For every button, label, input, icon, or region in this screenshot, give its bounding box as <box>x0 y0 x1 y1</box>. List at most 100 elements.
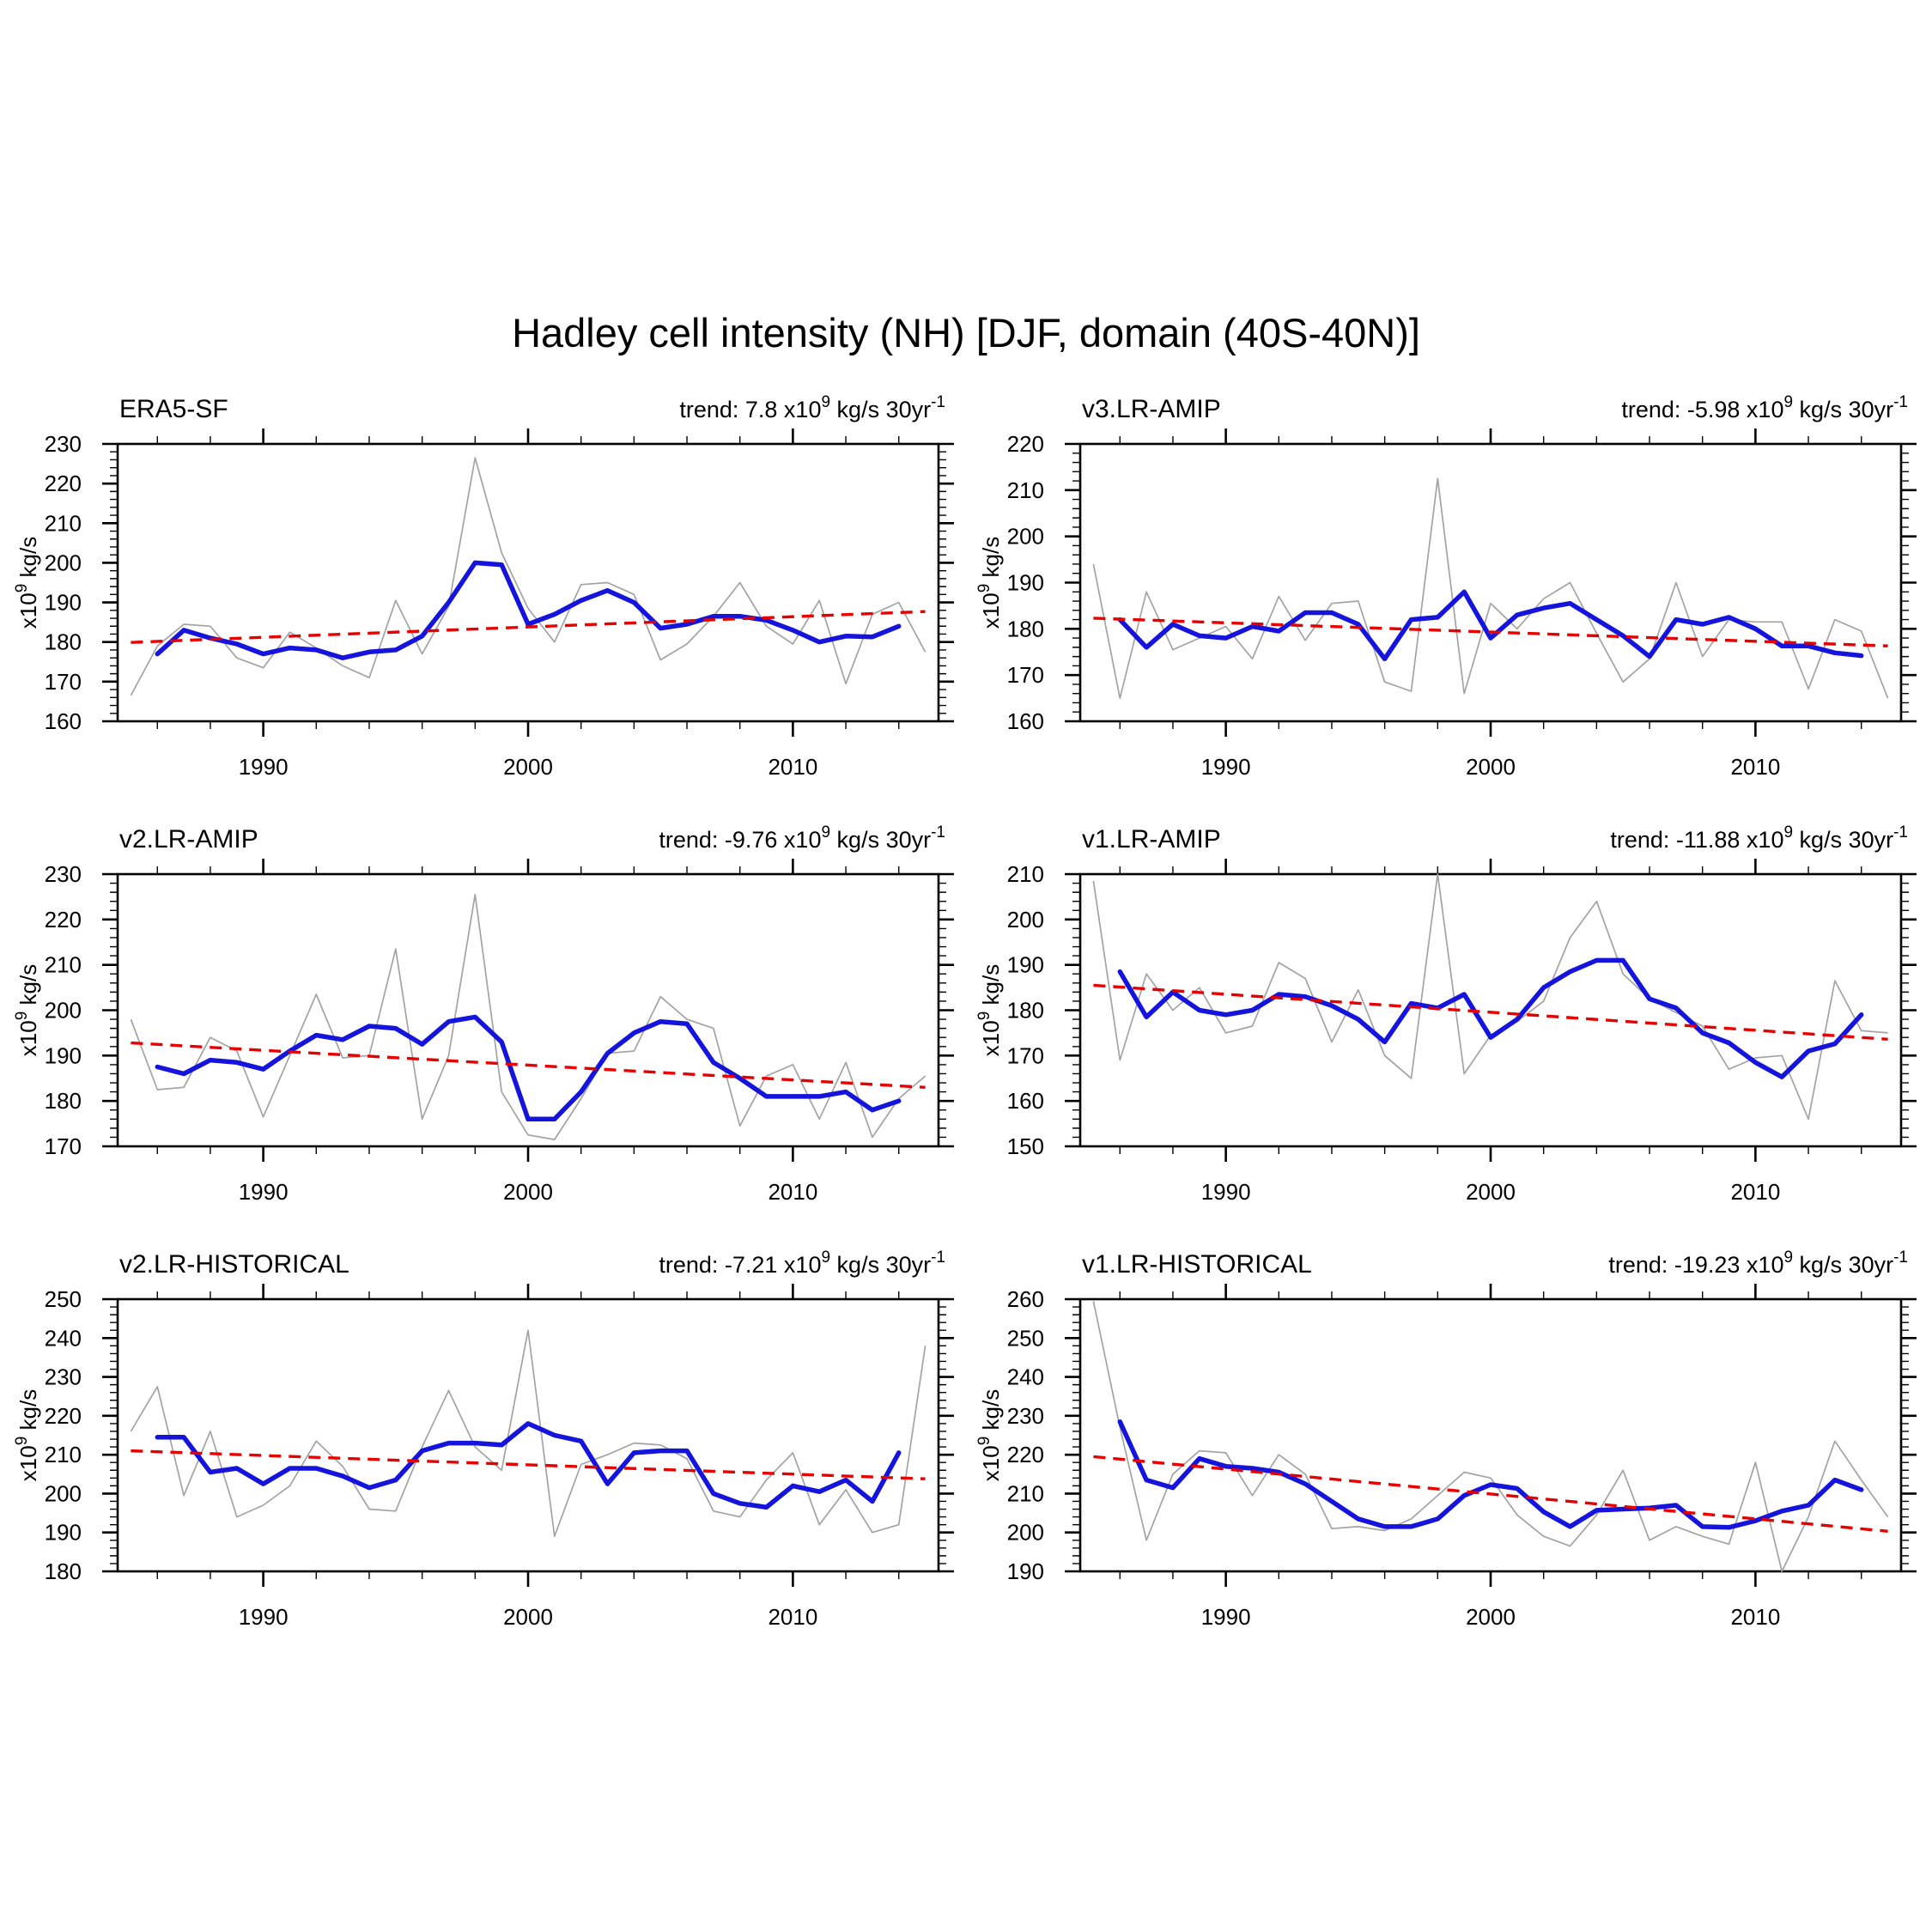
minor-ticks <box>110 436 946 729</box>
y-tick-label: 220 <box>1007 431 1044 457</box>
smoothed-series-line <box>155 1014 902 1122</box>
y-tick-label: 200 <box>1007 524 1044 550</box>
major-ticks <box>102 1284 954 1587</box>
y-tick-label: 170 <box>1007 662 1044 688</box>
major-ticks <box>1065 859 1917 1162</box>
chart-panel-v2-lr-amip: 170 180 190 200 210 220 230 1990 2000 2010 x109 kg… <box>13 823 954 1205</box>
y-axis-label: x109 kg/s <box>13 964 41 1056</box>
panel-title: v1.LR-AMIP <box>1082 825 1221 854</box>
major-ticks <box>1065 428 1917 737</box>
y-tick-label: 150 <box>1007 1133 1044 1159</box>
annual-series-line <box>1092 477 1889 699</box>
y-tick-label: 180 <box>45 629 82 655</box>
smoothed-series-line <box>1117 589 1864 662</box>
chart-panel-v3-lr-amip: 160 170 180 190 200 210 220 1990 2000 2010 x109 kg… <box>975 393 1917 780</box>
y-axis-label: x109 kg/s <box>13 1389 41 1481</box>
y-tick-label: 240 <box>1007 1364 1044 1390</box>
y-tick-label: 220 <box>45 907 82 933</box>
y-tick-label: 200 <box>45 998 82 1024</box>
x-tick-label: 2010 <box>768 754 817 780</box>
y-tick-label: 220 <box>45 1403 82 1429</box>
trend-label: trend: -11.88 x109 kg/s 30yr-1 <box>1610 823 1908 853</box>
chart-panel-v1-lr-historical: 190 200 210 220 230 240 250 260 1990 2000 2010 x109… <box>975 1249 1917 1630</box>
x-tick-label: 1990 <box>239 1179 289 1205</box>
chart-panel-era5-sf: 160 170 180 190 200 210 220 230 1990 2000 2010 x109… <box>13 393 954 780</box>
y-tick-label: 170 <box>1007 1042 1044 1068</box>
y-tick-label: 190 <box>45 1520 82 1546</box>
y-tick-label: 230 <box>45 861 82 887</box>
y-axis-label: x109 kg/s <box>975 964 1004 1056</box>
x-tick-label: 2000 <box>1466 1604 1516 1630</box>
x-tick-label: 2010 <box>768 1179 817 1205</box>
minor-ticks <box>1072 866 1909 1154</box>
y-tick-label: 170 <box>45 1133 82 1159</box>
x-tick-label: 2000 <box>503 1604 553 1630</box>
annual-series-line <box>1092 1301 1889 1572</box>
y-tick-label: 170 <box>45 669 82 695</box>
y-tick-label: 190 <box>1007 570 1044 596</box>
x-tick-label: 2010 <box>1730 1179 1780 1205</box>
x-tick-label: 2010 <box>1730 754 1780 780</box>
y-tick-label: 210 <box>45 510 82 536</box>
y-tick-label: 230 <box>45 1364 82 1390</box>
trend-line <box>1093 617 1888 647</box>
x-tick-label: 1990 <box>239 754 289 780</box>
y-tick-label: 210 <box>1007 477 1044 503</box>
trend-label: trend: -5.98 x109 kg/s 30yr-1 <box>1621 393 1908 422</box>
trend-label: trend: -9.76 x109 kg/s 30yr-1 <box>659 823 945 853</box>
panel-title: v2.LR-HISTORICAL <box>119 1250 349 1279</box>
minor-ticks <box>110 1291 946 1579</box>
x-tick-label: 1990 <box>239 1604 289 1630</box>
y-tick-label: 260 <box>1007 1286 1044 1312</box>
y-tick-label: 180 <box>45 1558 82 1584</box>
y-tick-label: 240 <box>45 1325 82 1351</box>
y-tick-label: 160 <box>1007 1088 1044 1114</box>
y-axis-label: x109 kg/s <box>975 1389 1004 1481</box>
y-axis-label: x109 kg/s <box>975 537 1004 629</box>
trend-line <box>131 1041 926 1090</box>
x-tick-label: 1990 <box>1201 754 1251 780</box>
x-tick-label: 2000 <box>1466 754 1516 780</box>
axis-frame <box>1078 442 1903 723</box>
minor-ticks <box>110 866 946 1154</box>
x-tick-label: 2010 <box>768 1604 817 1630</box>
trend-label: trend: -7.21 x109 kg/s 30yr-1 <box>659 1249 945 1278</box>
chart-panel-v1-lr-amip: 150 160 170 180 190 200 210 1990 2000 2010 x109 kg… <box>975 823 1917 1205</box>
x-tick-label: 1990 <box>1201 1604 1251 1630</box>
annual-series-line <box>130 1329 927 1538</box>
y-tick-label: 250 <box>1007 1325 1044 1351</box>
smoothed-series-line <box>155 560 902 660</box>
major-ticks <box>102 428 954 737</box>
x-tick-label: 2000 <box>1466 1179 1516 1205</box>
figure-title: Hadley cell intensity (NH) [DJF, domain … <box>512 310 1420 355</box>
y-tick-label: 230 <box>1007 1403 1044 1429</box>
axis-frame <box>1078 872 1903 1148</box>
panel-title: ERA5-SF <box>119 395 228 423</box>
trend-line <box>1093 1455 1888 1534</box>
y-tick-label: 210 <box>1007 1480 1044 1506</box>
y-tick-label: 200 <box>45 550 82 575</box>
y-tick-label: 250 <box>45 1286 82 1312</box>
trend-line <box>1093 983 1888 1042</box>
y-tick-label: 210 <box>45 1442 82 1467</box>
annual-series-line <box>130 893 927 1140</box>
y-tick-label: 230 <box>45 431 82 457</box>
axis-frame <box>116 442 940 723</box>
y-tick-label: 160 <box>1007 708 1044 734</box>
x-tick-label: 2000 <box>503 754 553 780</box>
axis-frame <box>116 872 940 1148</box>
y-tick-label: 220 <box>45 471 82 496</box>
annual-series-line <box>1092 873 1888 1121</box>
panel-title: v1.LR-HISTORICAL <box>1082 1250 1312 1279</box>
y-tick-label: 200 <box>1007 1520 1044 1546</box>
y-tick-label: 210 <box>45 952 82 978</box>
y-tick-label: 180 <box>1007 616 1044 641</box>
major-ticks <box>102 859 954 1162</box>
axis-frame <box>116 1297 940 1573</box>
panel-title: v2.LR-AMIP <box>119 825 258 854</box>
y-tick-label: 190 <box>1007 952 1044 978</box>
y-tick-label: 180 <box>45 1088 82 1114</box>
y-tick-label: 220 <box>1007 1442 1044 1467</box>
